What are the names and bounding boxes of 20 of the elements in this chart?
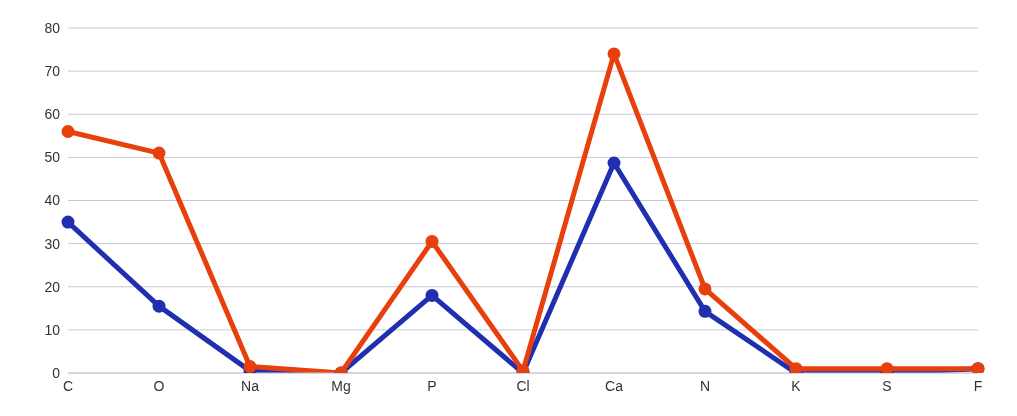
y-tick-label: 40 [44,192,61,209]
x-tick-label: N [699,377,711,394]
y-tick-label: 30 [44,235,61,252]
x-tick-label: P [427,377,437,394]
x-tick-label: Mg [331,377,351,394]
x-tick-label: K [791,377,802,394]
x-tick-label: S [882,377,892,394]
y-tick-label: 80 [44,19,61,36]
y-tick-label: 70 [44,63,61,80]
y-tick-label: 0 [52,364,61,381]
y-tick-label: 20 [44,278,61,295]
x-tick-label: O [153,377,165,394]
x-tick-label: Na [241,377,260,394]
y-tick-label: 50 [44,149,61,166]
x-tick-label: Ca [605,377,624,394]
x-tick-label: C [62,377,74,394]
y-tick-label: 10 [44,321,61,338]
x-tick-label: Cl [516,377,530,394]
x-tick-label: F [973,377,983,394]
y-tick-label: 60 [44,106,61,123]
